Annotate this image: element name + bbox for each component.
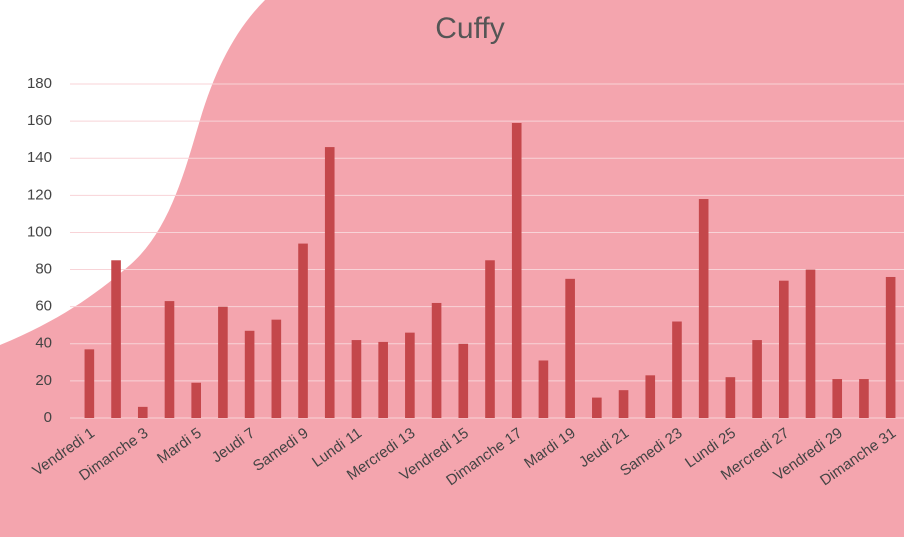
bar bbox=[645, 375, 656, 418]
bar bbox=[458, 343, 469, 418]
y-tick-label: 0 bbox=[44, 409, 52, 426]
bar bbox=[778, 280, 789, 418]
bar bbox=[405, 332, 415, 418]
bar bbox=[672, 321, 682, 418]
y-tick-label: 80 bbox=[35, 261, 52, 278]
bar bbox=[351, 340, 362, 418]
bar bbox=[885, 276, 896, 418]
bar bbox=[111, 260, 121, 418]
bar bbox=[618, 390, 629, 418]
bar bbox=[218, 306, 228, 418]
bar bbox=[431, 302, 442, 418]
y-tick-label: 60 bbox=[35, 298, 52, 315]
bar bbox=[859, 379, 869, 418]
y-tick-label: 140 bbox=[27, 149, 52, 166]
decor-shape bbox=[0, 0, 265, 345]
bar bbox=[244, 330, 255, 418]
bar bbox=[324, 147, 335, 419]
bar bbox=[485, 260, 495, 418]
bar bbox=[752, 340, 762, 418]
bar bbox=[164, 301, 175, 418]
bar bbox=[137, 406, 148, 418]
bar bbox=[698, 199, 709, 418]
chart-title: Cuffy bbox=[435, 12, 504, 45]
y-tick-label: 40 bbox=[35, 335, 52, 352]
y-tick-label: 100 bbox=[27, 223, 52, 240]
y-tick-label: 20 bbox=[35, 372, 52, 389]
bar bbox=[725, 377, 736, 418]
bar bbox=[84, 349, 95, 418]
y-tick-label: 180 bbox=[27, 75, 52, 92]
bar bbox=[511, 122, 522, 418]
bar bbox=[592, 397, 602, 418]
bar bbox=[271, 319, 282, 418]
bar bbox=[191, 382, 202, 418]
bar bbox=[298, 243, 308, 418]
bar bbox=[832, 379, 843, 418]
bar bbox=[538, 360, 549, 418]
y-tick-label: 120 bbox=[27, 186, 52, 203]
bar bbox=[805, 269, 816, 418]
bar bbox=[565, 278, 575, 418]
y-tick-label: 160 bbox=[27, 112, 52, 129]
bar bbox=[378, 341, 388, 418]
